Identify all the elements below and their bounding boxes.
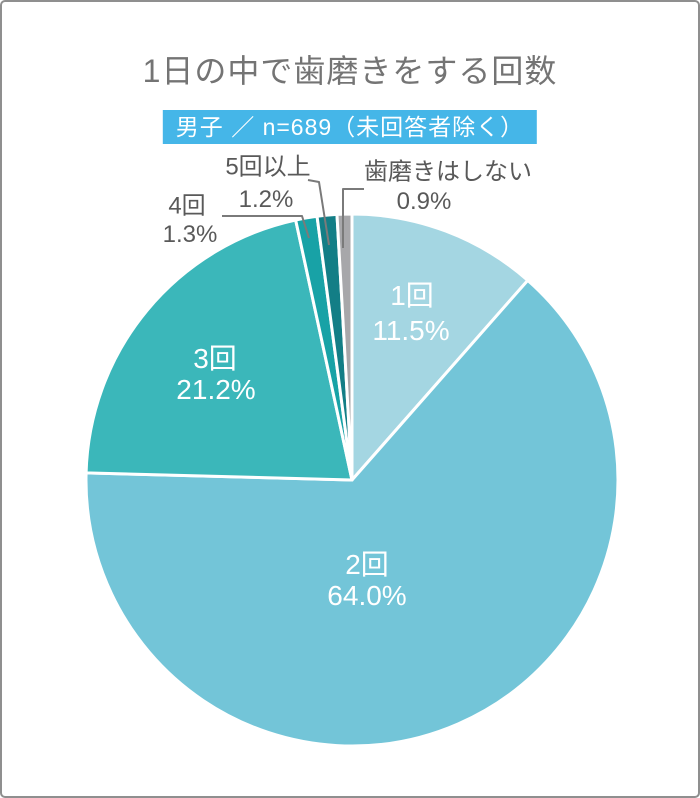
slice-label-2kai-name: 2回 <box>345 549 389 580</box>
slice-label-no-brushing-pct: 0.9% <box>396 188 452 215</box>
slice-label-2kai-pct: 64.0% <box>327 580 407 611</box>
pie-slice-1 <box>84 278 620 748</box>
slice-label-3kai-pct: 21.2% <box>176 374 256 405</box>
chart-title: 1日の中で歯磨きをする回数 <box>142 53 558 89</box>
slice-label-1kai-pct: 11.5% <box>372 315 450 346</box>
slice-label-3kai-name: 3回 <box>193 343 237 374</box>
pie-slice-0 <box>350 212 530 482</box>
pie-slice-5 <box>335 212 354 482</box>
leader-line-4kai <box>222 215 310 239</box>
leader-line-no-brushing <box>342 188 364 248</box>
slice-label-no-brushing-name: 歯磨きはしない <box>364 158 532 186</box>
slice-label-1kai-name: 1回 <box>390 280 434 311</box>
slice-label-4kai-name: 4回 <box>168 192 206 220</box>
slice-label-5kai-plus-pct: 1.2% <box>238 186 294 213</box>
leader-lines <box>222 179 364 248</box>
slice-label-4kai-pct: 1.3% <box>162 221 218 248</box>
subtitle-badge: 男子 ／ n=689（未回答者除く） <box>162 110 538 144</box>
slice-label-5kai-plus-name: 5回以上 <box>225 153 311 181</box>
pie-slices <box>84 212 620 748</box>
pie-slice-2 <box>84 218 354 482</box>
leader-line-5kai-plus <box>307 179 330 246</box>
